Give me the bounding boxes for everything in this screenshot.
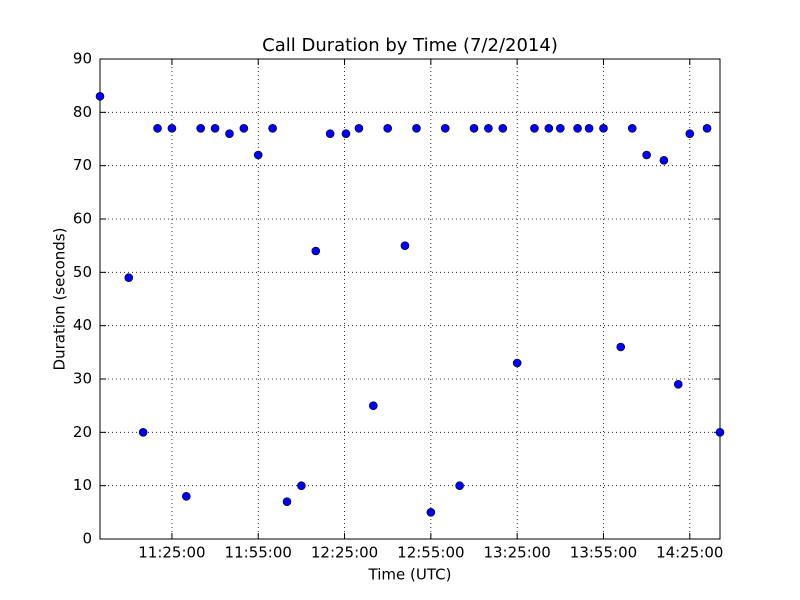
point bbox=[530, 124, 539, 133]
point bbox=[167, 124, 177, 133]
point bbox=[341, 129, 351, 138]
point bbox=[573, 124, 582, 133]
point bbox=[369, 401, 378, 410]
point bbox=[325, 129, 335, 138]
x-tick-label: 11:55:00 bbox=[225, 544, 292, 562]
point bbox=[268, 124, 277, 133]
point bbox=[455, 481, 464, 490]
point bbox=[673, 380, 683, 389]
point bbox=[282, 497, 292, 506]
y-tick-label: 30 bbox=[73, 370, 92, 388]
point bbox=[715, 428, 725, 437]
point bbox=[354, 124, 364, 133]
point bbox=[412, 124, 421, 133]
point bbox=[253, 150, 263, 160]
point bbox=[182, 492, 191, 501]
point bbox=[599, 124, 608, 133]
x-axis-label: Time (UTC) bbox=[368, 566, 452, 584]
point bbox=[225, 129, 234, 138]
y-tick-label: 20 bbox=[73, 423, 92, 441]
point bbox=[138, 428, 148, 437]
x-tick-label: 14:25:00 bbox=[656, 544, 723, 562]
point bbox=[426, 508, 436, 517]
point bbox=[400, 241, 410, 250]
plot-frame bbox=[99, 58, 721, 540]
y-tick-label: 80 bbox=[73, 103, 92, 121]
point bbox=[311, 246, 321, 256]
chart-title: Call Duration by Time (7/2/2014) bbox=[262, 35, 558, 56]
point bbox=[544, 124, 554, 133]
y-tick-label: 50 bbox=[73, 263, 92, 281]
point bbox=[383, 124, 393, 133]
point bbox=[153, 124, 162, 133]
x-tick-label: 12:25:00 bbox=[311, 544, 378, 562]
y-tick-label: 70 bbox=[73, 156, 92, 174]
x-tick-label: 12:55:00 bbox=[397, 544, 464, 562]
point bbox=[702, 124, 712, 133]
point bbox=[484, 124, 493, 133]
point bbox=[210, 124, 220, 133]
point bbox=[512, 358, 522, 368]
x-tick-label: 13:25:00 bbox=[483, 544, 550, 562]
y-tick-label: 0 bbox=[82, 530, 92, 548]
point bbox=[469, 124, 479, 133]
point bbox=[440, 124, 450, 133]
y-tick-label: 90 bbox=[73, 50, 92, 68]
point bbox=[297, 481, 306, 490]
point bbox=[239, 124, 249, 133]
point bbox=[659, 156, 669, 165]
y-tick-label: 40 bbox=[73, 316, 92, 334]
point bbox=[616, 342, 626, 352]
point bbox=[556, 124, 565, 133]
point bbox=[627, 124, 637, 133]
point bbox=[498, 124, 508, 133]
y-axis-label: Duration (seconds) bbox=[51, 228, 69, 371]
y-tick-label: 10 bbox=[73, 476, 92, 494]
point bbox=[124, 273, 134, 282]
x-tick-label: 13:55:00 bbox=[570, 544, 637, 562]
point bbox=[642, 150, 651, 160]
point bbox=[95, 92, 105, 101]
y-tick-label: 60 bbox=[73, 210, 92, 228]
point bbox=[196, 124, 205, 133]
point bbox=[685, 129, 695, 138]
x-tick-label: 11:25:00 bbox=[138, 544, 205, 562]
point bbox=[584, 124, 594, 133]
